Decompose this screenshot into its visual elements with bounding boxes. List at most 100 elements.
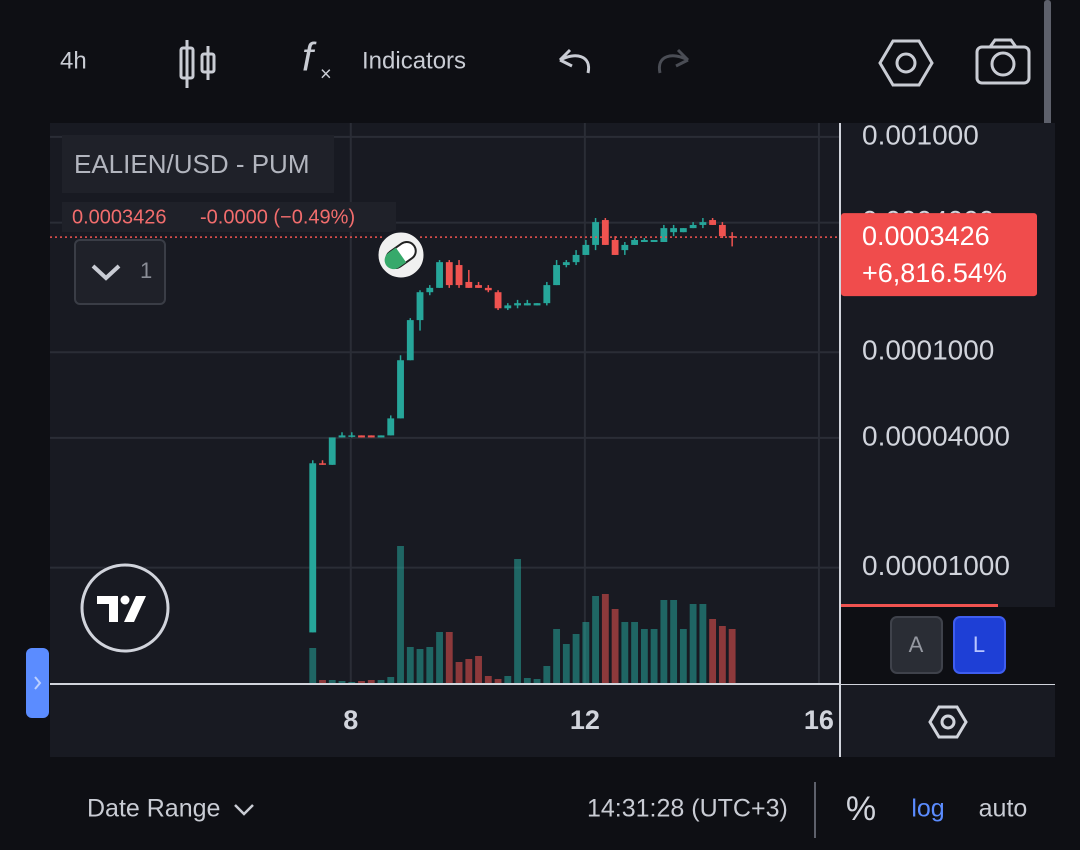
candle-body	[592, 222, 599, 245]
volume-bar	[445, 632, 453, 684]
candle-body	[582, 244, 590, 255]
volume-bar	[631, 622, 639, 684]
pump-icon	[375, 229, 427, 281]
volume-bar	[484, 676, 492, 684]
volume-bar	[601, 594, 609, 684]
candle-body	[553, 265, 561, 286]
volume-bar	[709, 619, 717, 684]
side-panel-arrow	[34, 676, 42, 690]
volume-bar	[611, 609, 619, 684]
svg-text:×: ×	[320, 63, 332, 85]
change-percent-label: +6,816.54%	[862, 258, 1007, 288]
percent-button[interactable]: %	[846, 790, 876, 828]
volume-bar	[367, 680, 375, 684]
candle-body	[455, 265, 463, 286]
redo-button[interactable]	[657, 48, 690, 74]
chart-type-button[interactable]	[179, 40, 216, 88]
candle-body	[601, 220, 609, 245]
candle-body	[406, 320, 414, 361]
log-button[interactable]: log	[911, 795, 944, 823]
candle-body	[562, 262, 570, 266]
axis-settings-button[interactable]	[928, 705, 968, 739]
side-panel-tab[interactable]	[26, 648, 49, 718]
candle-body	[728, 236, 736, 238]
volume-bar	[728, 629, 736, 684]
volume-bar	[650, 629, 658, 684]
symbol-title: EALIEN/USD - PUM	[74, 149, 310, 179]
auto-button[interactable]: auto	[979, 795, 1028, 823]
candle-body	[660, 228, 668, 242]
volume-bar	[465, 659, 473, 684]
candle-body	[338, 435, 346, 438]
candle-body	[465, 281, 473, 288]
volume-bar	[416, 649, 424, 684]
candle-body	[650, 240, 658, 242]
volume-bar	[504, 676, 512, 684]
clock[interactable]: 14:31:28 (UTC+3)	[587, 795, 788, 823]
last-price-label: 0.0003426	[862, 221, 990, 251]
candle-body	[475, 285, 482, 288]
log-scale-label: L	[973, 632, 985, 657]
undo-button[interactable]	[558, 48, 591, 74]
volume-bar	[514, 559, 521, 684]
candle-body	[328, 437, 336, 465]
volume-bar	[533, 679, 541, 684]
indicators-button[interactable]: Indicators	[362, 47, 466, 74]
volume-bar	[319, 680, 326, 684]
x-tick-label: 8	[343, 705, 358, 735]
x-tick-label: 16	[804, 705, 834, 735]
candle-body	[504, 305, 512, 309]
series	[50, 218, 840, 684]
volume-bar	[670, 600, 678, 684]
tradingview-logo[interactable]	[80, 563, 170, 653]
volume-bar	[689, 604, 697, 684]
volume-bar	[592, 596, 599, 684]
candle-body	[309, 463, 317, 633]
candle-body	[709, 220, 717, 225]
volume-bar	[436, 632, 443, 684]
candle-body	[319, 463, 326, 465]
volume-bar	[455, 662, 463, 684]
candle-body	[611, 240, 619, 255]
volume-bar	[582, 622, 590, 684]
settings-button[interactable]	[878, 39, 934, 87]
date-range-button[interactable]: Date Range	[87, 795, 220, 823]
candle-body	[348, 435, 356, 437]
y-tick-label: 0.0001000	[862, 335, 994, 366]
volume-bar	[562, 644, 570, 684]
candle-body	[426, 287, 434, 293]
volume-bar	[426, 647, 434, 684]
y-tick-label: 0.00001000	[862, 550, 1010, 581]
y-tick-label: 0.001000	[862, 119, 979, 150]
volume-bar	[679, 629, 687, 684]
candle-body	[484, 287, 492, 291]
candle-body	[436, 262, 443, 288]
log-scale-button[interactable]: L	[953, 616, 1006, 674]
candle-body	[572, 254, 580, 263]
volume-bar	[377, 680, 385, 684]
date-range-arrow[interactable]	[234, 804, 254, 816]
candle-body	[358, 435, 365, 438]
auto-scale-button[interactable]: A	[890, 616, 943, 674]
candle-body	[631, 240, 639, 245]
candle-body	[494, 292, 502, 309]
screenshot-button[interactable]	[975, 38, 1031, 85]
volume-bar	[640, 629, 648, 684]
volume-bar	[572, 634, 580, 684]
volume-bar	[494, 679, 502, 684]
legend-toggle[interactable]: 1	[74, 239, 166, 305]
legend-change: -0.0000 (−0.49%)	[200, 206, 355, 228]
candle-body	[397, 360, 404, 419]
volume-bar	[543, 666, 551, 684]
candle-body	[543, 285, 551, 304]
legend-box	[62, 135, 334, 193]
volume-bar	[387, 677, 395, 684]
candle-body	[514, 303, 521, 306]
volume-bar	[660, 600, 668, 684]
volume-bar	[621, 622, 629, 684]
volume-bar	[523, 678, 531, 684]
interval-button[interactable]: 4h	[60, 47, 87, 74]
last-price-badge	[841, 213, 1037, 297]
x-tick-label: 12	[570, 705, 600, 735]
